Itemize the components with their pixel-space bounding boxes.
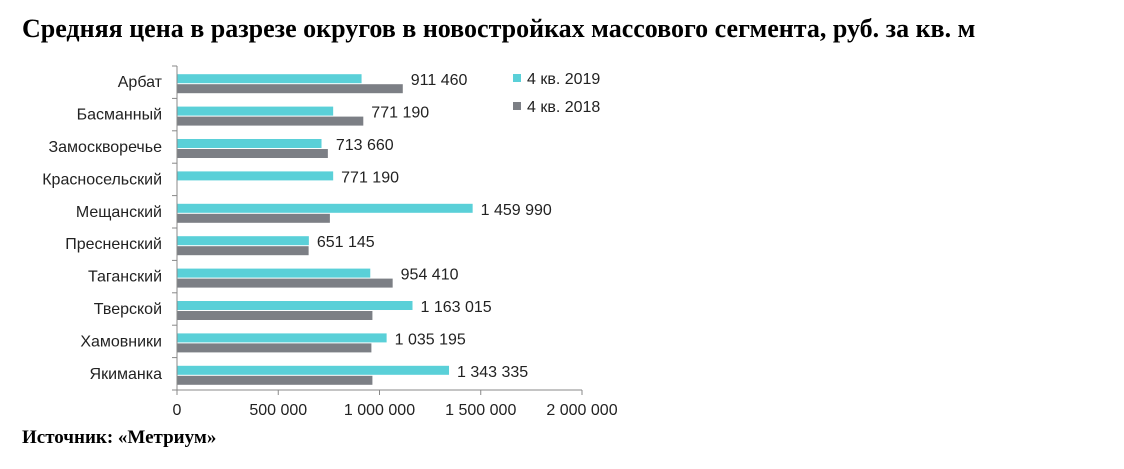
bar-2019-2 (177, 139, 322, 148)
bar-2018-8 (177, 343, 372, 353)
chart-title: Средняя цена в разрезе округов в новостр… (22, 14, 976, 43)
category-label: Тверской (94, 301, 162, 318)
source-note: Источник: «Метриум» (22, 427, 217, 448)
category-label: Мещанский (76, 204, 162, 221)
data-label: 771 190 (341, 169, 399, 186)
bar-2018-9 (177, 375, 373, 385)
legend: 4 кв. 2019 4 кв. 2018 (513, 71, 600, 116)
labels-group: Арбат 911 460 Басманный 771 190 Замоскворечь… (42, 72, 552, 383)
data-label: 713 660 (336, 137, 394, 154)
category-label: Замоскворечье (48, 139, 162, 156)
x-tick-label: 1 000 000 (344, 402, 415, 419)
category-label: Таганский (88, 269, 162, 286)
bar-2019-7 (177, 301, 413, 310)
bar-2019-6 (177, 268, 371, 278)
category-label: Красносельский (42, 171, 162, 188)
legend-swatch-1 (513, 102, 521, 110)
bar-2018-0 (177, 84, 403, 94)
bar-2018-7 (177, 311, 373, 320)
x-tick-label: 2 000 000 (546, 402, 617, 419)
x-tick-label: 500 000 (249, 402, 307, 419)
legend-label: 4 кв. 2018 (527, 99, 600, 116)
bar-2019-3 (177, 171, 334, 181)
legend-label: 4 кв. 2019 (527, 71, 600, 88)
category-label: Пресненский (65, 236, 162, 253)
bar-2019-5 (177, 236, 309, 246)
category-label: Арбат (118, 74, 163, 91)
category-label: Якиманка (90, 366, 163, 383)
data-label: 1 035 195 (395, 331, 466, 348)
data-label: 1 459 990 (481, 202, 552, 219)
data-label: 911 460 (411, 72, 468, 89)
data-label: 1 343 335 (457, 364, 528, 381)
category-label: Басманный (77, 107, 162, 124)
x-tick-label: 1 500 000 (445, 402, 516, 419)
data-label: 1 163 015 (421, 299, 492, 316)
bar-2018-2 (177, 149, 328, 158)
data-label: 771 190 (371, 105, 429, 122)
data-label: 651 145 (317, 234, 375, 251)
bar-2019-8 (177, 333, 387, 343)
bars-group (177, 74, 473, 385)
bar-2019-1 (177, 106, 334, 116)
x-tick-label: 0 (173, 402, 182, 419)
data-label: 954 410 (401, 267, 459, 284)
bar-2019-0 (177, 74, 362, 84)
bar-2018-6 (177, 278, 393, 288)
bar-2019-9 (177, 365, 450, 375)
category-label: Хамовники (80, 333, 162, 350)
bar-2018-4 (177, 213, 330, 223)
bar-2018-1 (177, 116, 364, 126)
bar-2018-5 (177, 246, 309, 256)
legend-swatch-0 (513, 74, 521, 82)
bar-2019-4 (177, 203, 473, 213)
x-axis: 0 500 000 1 000 000 1 500 000 2 000 000 (172, 65, 618, 419)
